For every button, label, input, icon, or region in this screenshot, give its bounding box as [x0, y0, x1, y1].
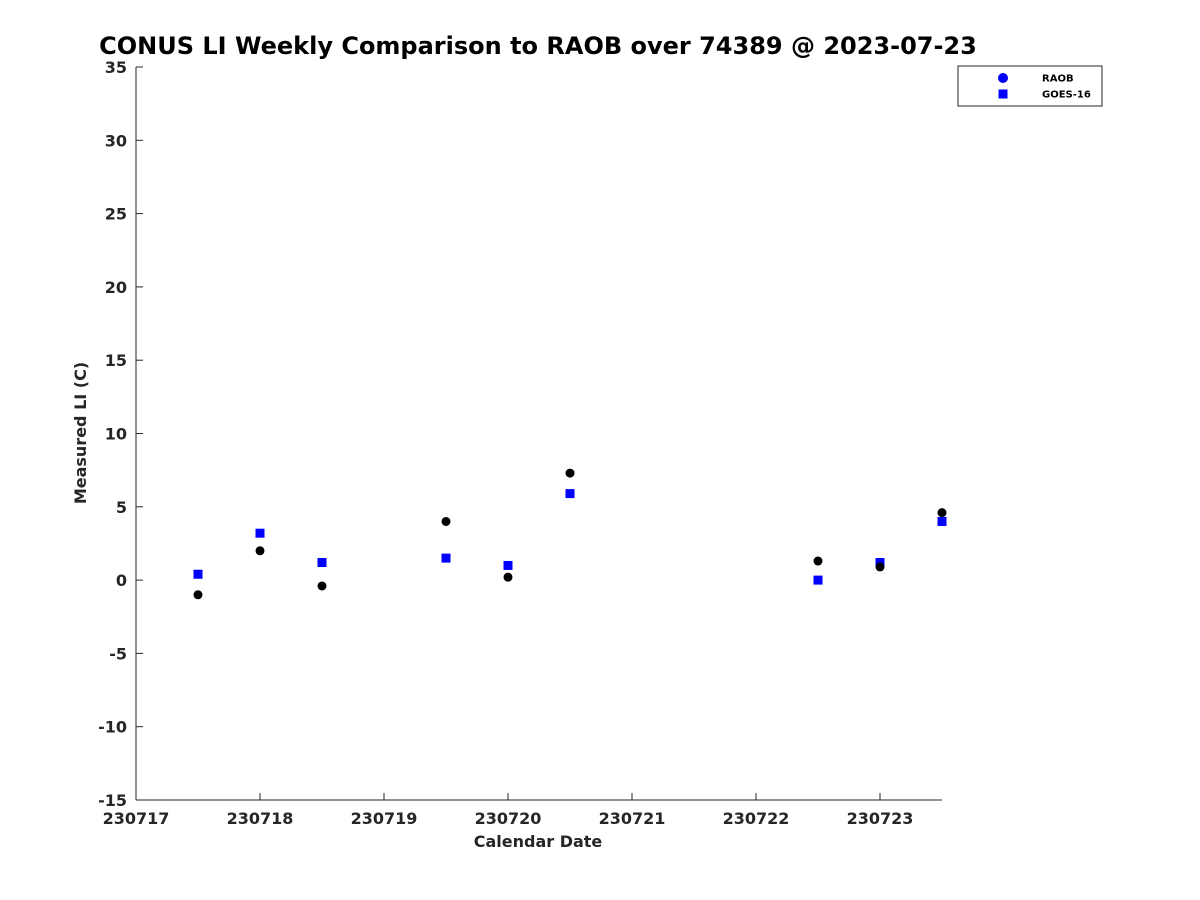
raob-point [441, 516, 451, 526]
y-tick-label: 30 [105, 131, 127, 150]
x-tick-label: 230722 [723, 809, 790, 828]
y-axis-ticks: -15 -10 -5 0 5 10 15 20 25 30 35 [98, 58, 143, 810]
goes-16-point [503, 560, 513, 570]
raob-point [317, 581, 327, 591]
x-axis-label: Calendar Date [474, 832, 603, 851]
y-axis-label: Measured LI (C) [71, 362, 90, 504]
x-tick-label: 230720 [475, 809, 542, 828]
goes-16-point [813, 575, 823, 585]
y-tick-label: 20 [105, 278, 127, 297]
goes-16-point [255, 528, 265, 538]
x-axis-ticks: 230717 230718 230719 230720 230721 230722 2307… [103, 793, 914, 828]
y-tick-label: -5 [109, 644, 127, 663]
legend-label: GOES-16 [1042, 90, 1091, 101]
raob-point [565, 468, 575, 478]
raob-point [193, 590, 203, 600]
chart-title: CONUS LI Weekly Comparison to RAOB over … [99, 32, 977, 60]
legend-marker-square [998, 89, 1008, 99]
legend-marker-circle [998, 73, 1008, 83]
y-tick-label: -15 [98, 791, 127, 810]
x-tick-label: 230719 [351, 809, 418, 828]
axes [135, 67, 942, 801]
data-points [193, 468, 947, 600]
x-tick-label: 230721 [599, 809, 666, 828]
y-tick-label: 25 [105, 205, 127, 224]
x-tick-label: 230717 [103, 809, 170, 828]
y-tick-label: 35 [105, 58, 127, 77]
raob-point [875, 562, 885, 572]
goes-16-point [441, 553, 451, 563]
goes-16-point [565, 489, 575, 499]
y-tick-label: 10 [105, 425, 127, 444]
legend-box [957, 65, 1103, 107]
x-tick-label: 230718 [227, 809, 294, 828]
goes-16-point [193, 569, 203, 579]
series-raob [193, 468, 947, 600]
legend-label: RAOB [1042, 74, 1074, 85]
raob-point [503, 572, 513, 582]
goes-16-point [317, 558, 327, 568]
y-tick-label: 5 [116, 498, 127, 517]
y-tick-label: 15 [105, 351, 127, 370]
series-goes-16 [193, 489, 947, 585]
goes-16-point [937, 516, 947, 526]
y-tick-label: -10 [98, 718, 127, 737]
y-tick-label: 0 [116, 571, 127, 590]
legend: RAOB GOES-16 [957, 65, 1103, 107]
raob-point [255, 546, 265, 556]
raob-point [937, 508, 947, 518]
raob-point [813, 556, 823, 566]
x-tick-label: 230723 [847, 809, 914, 828]
